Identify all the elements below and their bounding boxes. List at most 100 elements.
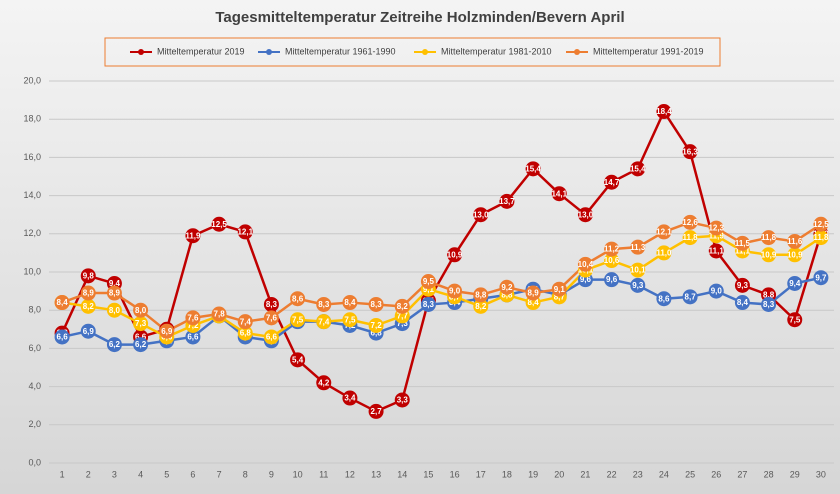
- data-label: 18,4: [656, 107, 672, 116]
- y-tick-label: 4,0: [28, 381, 41, 391]
- data-label: 11,5: [735, 239, 751, 248]
- data-point: [577, 256, 593, 272]
- x-tick-label: 15: [423, 469, 433, 479]
- data-label: 7,2: [187, 321, 199, 330]
- data-label: 7,5: [344, 315, 356, 324]
- data-label: 9,2: [501, 283, 513, 292]
- legend-marker: [138, 49, 144, 55]
- data-label: 6,9: [161, 327, 173, 336]
- data-label: 8,8: [501, 291, 513, 300]
- x-tick-label: 11: [319, 469, 328, 479]
- data-point: [787, 233, 803, 249]
- data-label: 8,2: [397, 302, 409, 311]
- data-label: 10,9: [787, 250, 803, 259]
- data-label: 13,0: [473, 210, 489, 219]
- data-point: [787, 275, 803, 291]
- data-point: [656, 245, 672, 261]
- data-point: [54, 329, 70, 345]
- data-point: [237, 314, 253, 330]
- data-point: [263, 310, 279, 326]
- data-label: 12,6: [682, 218, 698, 227]
- data-label: 10,9: [761, 250, 777, 259]
- data-label: 12,3: [708, 224, 724, 233]
- x-tick-label: 20: [554, 469, 564, 479]
- data-point: [604, 272, 620, 288]
- data-point: [656, 224, 672, 240]
- legend-box: [104, 37, 721, 67]
- x-tick-label: 25: [685, 469, 695, 479]
- data-point: [185, 329, 201, 345]
- data-label: 6,8: [371, 329, 383, 338]
- series-line: [60, 110, 823, 413]
- y-tick-label: 10,0: [23, 266, 41, 276]
- y-tick-label: 8,0: [28, 305, 41, 315]
- data-point: [368, 317, 384, 333]
- data-label: 16,3: [682, 147, 698, 156]
- data-point: [106, 285, 122, 301]
- data-label: 8,3: [318, 300, 330, 309]
- data-label: 8,4: [344, 298, 356, 307]
- legend-label: Mitteltemperatur 1991-2019: [593, 46, 704, 56]
- data-label: 9,5: [423, 277, 435, 286]
- data-label: 9,6: [606, 275, 618, 284]
- x-tick-label: 23: [633, 469, 643, 479]
- data-point: [551, 186, 567, 202]
- data-label: 11,1: [709, 247, 725, 256]
- data-point: [316, 296, 332, 312]
- x-tick-label: 3: [112, 469, 117, 479]
- data-label: 11,9: [709, 231, 725, 240]
- x-tick-label: 16: [450, 469, 460, 479]
- data-label: 8,4: [528, 298, 540, 307]
- data-label: 11,1: [735, 247, 751, 256]
- data-label: 8,0: [135, 306, 147, 315]
- data-label: 9,3: [737, 281, 749, 290]
- x-tick-label: 9: [269, 469, 274, 479]
- data-point: [630, 239, 646, 255]
- data-label: 8,2: [475, 302, 487, 311]
- data-label: 3,4: [344, 394, 356, 403]
- data-point: [133, 302, 149, 318]
- legend-label: Mitteltemperatur 1981-2010: [441, 46, 552, 56]
- x-tick-label: 27: [737, 469, 747, 479]
- data-point: [159, 323, 175, 339]
- data-point: [420, 296, 436, 312]
- data-label: 6,6: [266, 333, 278, 342]
- y-tick-label: 12,0: [23, 228, 41, 238]
- data-label: 3,3: [397, 396, 409, 405]
- data-label: 12,5: [211, 220, 227, 229]
- data-point: [368, 296, 384, 312]
- data-label: 9,4: [109, 279, 121, 288]
- data-label: 12,5: [813, 220, 829, 229]
- data-label: 8,7: [554, 292, 566, 301]
- data-point: [734, 295, 750, 311]
- data-point: [263, 296, 279, 312]
- data-label: 9,7: [815, 273, 827, 282]
- data-label: 7,8: [214, 310, 226, 319]
- data-label: 6,9: [83, 327, 95, 336]
- data-label: 6,6: [135, 333, 147, 342]
- data-label: 6,2: [135, 340, 147, 349]
- data-point: [211, 216, 227, 232]
- data-label: 12,1: [237, 227, 253, 236]
- data-point: [813, 270, 829, 286]
- data-label: 10,1: [630, 266, 646, 275]
- data-label: 8,4: [737, 298, 749, 307]
- data-point: [80, 285, 96, 301]
- x-tick-label: 13: [371, 469, 381, 479]
- data-point: [499, 279, 515, 295]
- x-tick-label: 2: [86, 469, 91, 479]
- x-tick-label: 24: [659, 469, 669, 479]
- data-label: 13,0: [578, 210, 594, 219]
- data-label: 8,2: [83, 302, 95, 311]
- data-label: 8,8: [763, 291, 775, 300]
- data-point: [604, 253, 620, 269]
- data-label: 6,6: [187, 333, 199, 342]
- data-point: [80, 323, 96, 339]
- data-label: 7,3: [135, 319, 147, 328]
- data-label: 11,0: [656, 249, 672, 258]
- data-point: [813, 216, 829, 232]
- data-point: [394, 298, 410, 314]
- data-label: 9,1: [554, 285, 566, 294]
- x-tick-label: 1: [60, 469, 65, 479]
